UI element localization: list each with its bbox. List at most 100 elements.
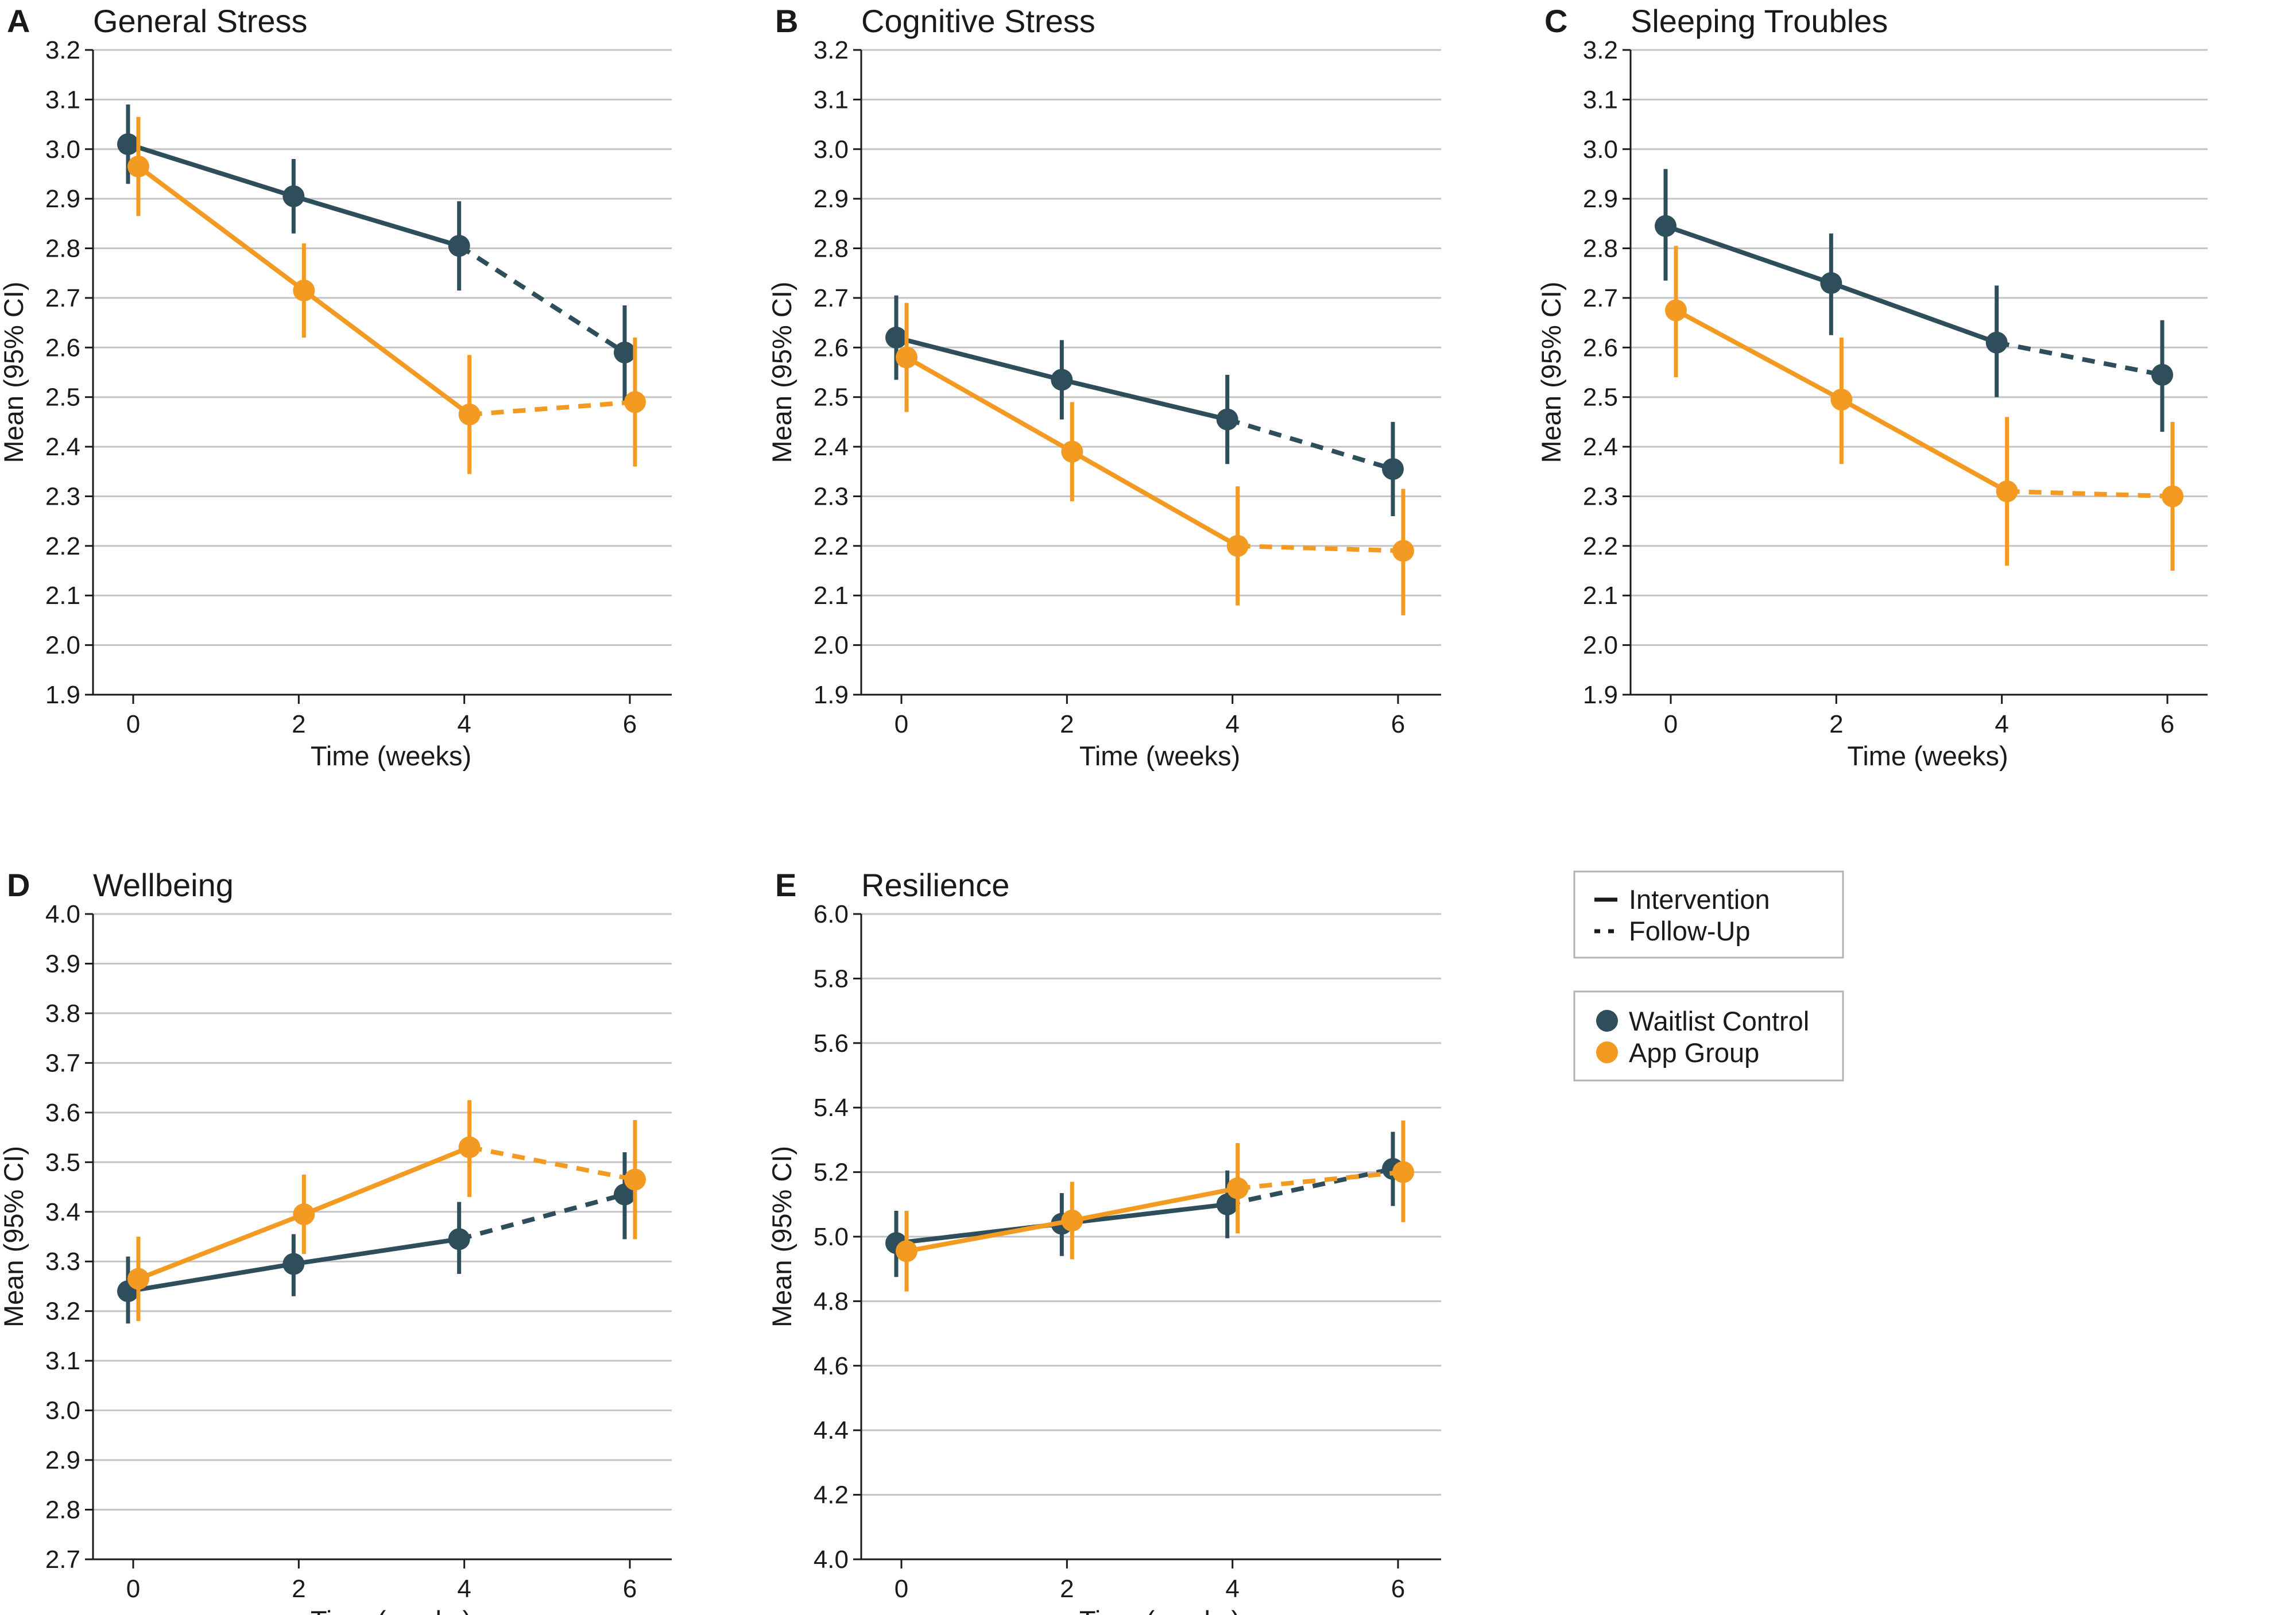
- y-tick-label: 2.9: [45, 1446, 80, 1474]
- follow-up-line: [458, 1192, 626, 1242]
- y-tick-label: 3.2: [814, 36, 849, 64]
- series-app-group: [1665, 246, 2183, 571]
- panel-letter: D: [7, 867, 30, 903]
- y-tick-label: 2.3: [814, 482, 849, 510]
- y-tick-label: 2.3: [45, 482, 80, 510]
- data-point: [293, 1203, 315, 1226]
- y-tick-label: 3.9: [45, 950, 80, 978]
- y-tick-label: 1.9: [1583, 681, 1618, 709]
- data-point: [896, 1240, 917, 1262]
- y-tick-label: 4.0: [45, 900, 80, 928]
- series-waitlist-control: [885, 295, 1404, 517]
- panel-letter: A: [7, 3, 30, 39]
- y-tick-label: 1.9: [45, 681, 80, 709]
- data-point: [1216, 1193, 1238, 1215]
- y-tick-label: 1.9: [814, 681, 849, 709]
- x-tick-label: 6: [1391, 1575, 1405, 1603]
- y-axis-title: Mean (95% CI): [0, 281, 29, 463]
- data-point: [448, 235, 470, 257]
- series-app-group: [127, 117, 646, 474]
- data-point: [1985, 331, 2008, 354]
- panel-letter: C: [1544, 3, 1567, 39]
- y-tick-label: 3.0: [1583, 135, 1618, 164]
- follow-up-line: [458, 243, 626, 355]
- x-tick-label: 0: [1664, 710, 1678, 738]
- series-app-group: [896, 303, 1414, 615]
- y-tick-label: 4.0: [814, 1546, 849, 1574]
- follow-up-line: [1226, 1167, 1393, 1207]
- data-point: [1051, 369, 1073, 391]
- x-tick-label: 2: [292, 710, 305, 738]
- y-tick-label: 2.5: [1583, 384, 1618, 412]
- y-tick-label: 2.6: [1583, 334, 1618, 362]
- data-point: [282, 1253, 305, 1275]
- y-tick-label: 2.4: [1583, 433, 1618, 461]
- y-tick-label: 2.1: [814, 582, 849, 610]
- y-tick-label: 2.8: [1583, 235, 1618, 263]
- follow-up-line: [1996, 340, 2163, 377]
- series-waitlist-control: [1655, 169, 2173, 432]
- y-tick-label: 3.2: [1583, 36, 1618, 64]
- x-axis-title: Time (weeks): [311, 741, 471, 771]
- y-axis-title: Mean (95% CI): [0, 1146, 29, 1327]
- data-point: [1226, 1177, 1249, 1199]
- data-point: [1665, 299, 1687, 322]
- follow-up-line: [1237, 1169, 1404, 1191]
- x-tick-label: 2: [1060, 710, 1074, 738]
- data-point: [1830, 389, 1853, 411]
- data-point: [624, 1168, 646, 1191]
- y-tick-label: 2.8: [45, 235, 80, 263]
- data-point: [885, 327, 907, 349]
- data-point: [282, 185, 305, 207]
- data-point: [614, 341, 636, 363]
- y-tick-label: 3.2: [45, 1298, 80, 1326]
- data-point: [458, 1136, 481, 1159]
- x-tick-label: 6: [623, 710, 637, 738]
- panel-c: 1.9 2.0 2.1 2.2 2.3 2.4 2.5 2.6 2.7 2.8 2.9 3.0 3.1 3…: [1536, 3, 2208, 771]
- y-tick-label: 3.5: [45, 1148, 80, 1176]
- y-tick-label: 3.0: [45, 135, 80, 164]
- series-waitlist-control: [117, 104, 636, 402]
- y-tick-label: 2.7: [1583, 284, 1618, 312]
- data-point: [127, 156, 149, 178]
- follow-up-line: [2007, 489, 2173, 499]
- panel-letter: E: [775, 867, 796, 903]
- panel-letter: B: [775, 3, 798, 39]
- data-point: [1392, 1161, 1414, 1183]
- data-point: [624, 391, 646, 413]
- y-tick-label: 2.6: [814, 334, 849, 362]
- legend-label-follow-up: Follow-Up: [1629, 916, 1751, 946]
- legend-line-styles: Intervention Follow-Up: [1573, 870, 1844, 959]
- data-point: [127, 1268, 149, 1290]
- data-point: [1216, 408, 1238, 431]
- y-tick-label: 4.4: [814, 1416, 849, 1444]
- y-tick-label: 2.5: [814, 384, 849, 412]
- series-waitlist-control: [117, 1152, 636, 1324]
- y-tick-label: 3.7: [45, 1049, 80, 1077]
- y-axis-title: Mean (95% CI): [766, 281, 797, 463]
- legend-label-waitlist-control: Waitlist Control: [1629, 1006, 1809, 1036]
- y-tick-label: 2.9: [45, 185, 80, 213]
- panel-a: 1.9 2.0 2.1 2.2 2.3 2.4 2.5 2.6 2.7 2.8 2.9 3.0 3.1 3…: [0, 3, 672, 771]
- y-tick-label: 3.1: [814, 86, 849, 114]
- x-tick-label: 6: [623, 1575, 637, 1603]
- panel-b: 1.9 2.0 2.1 2.2 2.3 2.4 2.5 2.6 2.7 2.8 2.9 3.0 3.1 3…: [766, 3, 1441, 771]
- x-tick-label: 6: [2161, 710, 2174, 738]
- legend-marker-waitlist-control: [1596, 1010, 1618, 1032]
- y-tick-label: 5.6: [814, 1029, 849, 1058]
- y-tick-label: 2.2: [814, 532, 849, 560]
- x-tick-label: 0: [126, 1575, 140, 1603]
- follow-up-line: [1237, 543, 1404, 553]
- y-tick-label: 2.2: [1583, 532, 1618, 560]
- series-app-group: [127, 1100, 646, 1321]
- x-axis-title: Time (weeks): [311, 1605, 471, 1615]
- data-point: [293, 279, 315, 301]
- y-tick-label: 2.4: [45, 433, 80, 461]
- data-point: [458, 403, 481, 425]
- data-point: [1226, 535, 1249, 557]
- x-tick-label: 2: [292, 1575, 305, 1603]
- y-tick-label: 2.1: [1583, 582, 1618, 610]
- data-point: [117, 133, 139, 156]
- y-tick-label: 2.1: [45, 582, 80, 610]
- y-tick-label: 5.4: [814, 1094, 849, 1122]
